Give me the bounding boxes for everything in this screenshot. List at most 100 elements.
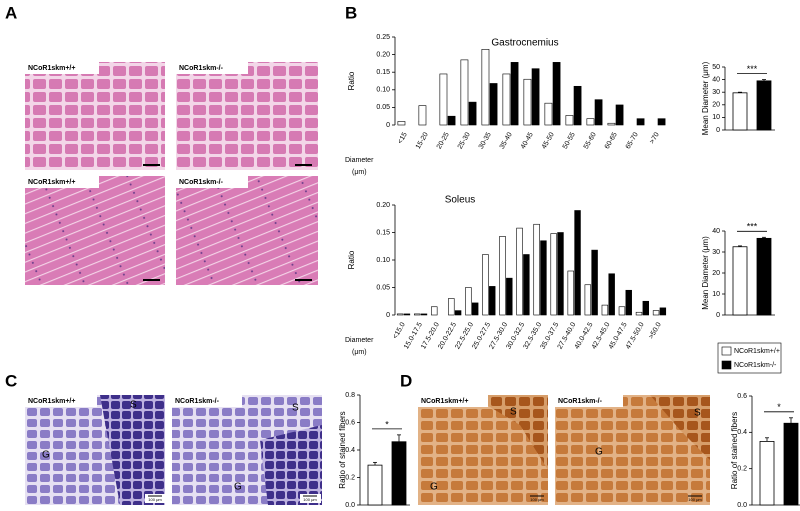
- x-tick-label: 65-70: [625, 131, 640, 150]
- chart-title: Gastrocnemius: [491, 38, 558, 49]
- bar: [418, 105, 427, 126]
- label-box: [25, 62, 99, 74]
- y-tick-label: 0.05: [376, 104, 390, 111]
- x-tick-label: 50-55: [562, 131, 577, 150]
- bar: [489, 83, 498, 126]
- region-marker: S: [510, 407, 517, 418]
- scale-label: 100 μm: [303, 497, 317, 502]
- micrograph-region: [100, 395, 165, 505]
- x-tick-label: 40-45: [520, 131, 535, 150]
- bar: [783, 422, 799, 506]
- scale-label: 100 μm: [530, 497, 544, 502]
- bar: [531, 68, 540, 126]
- x-tick-label: 55-60: [583, 131, 598, 150]
- region-marker: G: [42, 450, 50, 461]
- bar: [608, 273, 615, 316]
- bar: [642, 300, 650, 316]
- bar: [584, 284, 592, 316]
- micrograph-region: [260, 425, 322, 505]
- x-tick-label: <15: [397, 131, 409, 145]
- image-label: NCoR1skm+/+: [28, 179, 75, 186]
- bar: [396, 313, 404, 316]
- legend-label: NCoR1skm+/+: [734, 348, 780, 355]
- x-axis-label: (μm): [352, 169, 367, 176]
- bar: [756, 237, 772, 316]
- y-tick-label: 10: [712, 291, 720, 298]
- region-marker: G: [430, 482, 438, 493]
- bar: [403, 313, 411, 316]
- micrograph-region: [650, 395, 710, 460]
- y-tick-label: 0: [386, 312, 390, 319]
- bar: [431, 306, 438, 316]
- bar: [540, 240, 547, 316]
- x-tick-label: 15-20: [415, 131, 430, 150]
- image-label: NCoR1skm+/+: [28, 65, 75, 72]
- x-tick-label: >70: [649, 131, 661, 145]
- y-tick-label: 0.15: [376, 229, 390, 236]
- bar: [591, 249, 598, 316]
- y-tick-label: 0.15: [376, 69, 390, 76]
- y-tick-label: 0: [386, 122, 390, 129]
- bar: [544, 102, 553, 126]
- bar: [550, 233, 557, 316]
- y-tick-label: 0.2: [345, 474, 355, 481]
- region-marker: S: [694, 408, 701, 419]
- y-tick-label: 0.2: [737, 466, 747, 473]
- micrograph: [25, 176, 165, 285]
- y-axis-label: Mean Diameter (μm): [701, 236, 710, 310]
- bar: [557, 232, 564, 316]
- scale-box: [145, 494, 165, 503]
- bar: [481, 49, 490, 126]
- image-label: NCoR1skm+/+: [421, 398, 468, 405]
- y-tick-label: 40: [712, 76, 720, 83]
- bar: [413, 313, 421, 316]
- y-tick-label: 0.20: [376, 51, 390, 58]
- bar: [607, 122, 616, 126]
- bar: [732, 246, 748, 316]
- y-tick-label: 0.10: [376, 87, 390, 94]
- image-label: NCoR1skm-/-: [179, 65, 224, 72]
- y-tick-label: 0.05: [376, 284, 390, 291]
- bar: [574, 210, 581, 316]
- y-tick-label: 0.6: [737, 393, 747, 400]
- y-tick-label: 0: [716, 312, 720, 319]
- bar: [594, 99, 603, 126]
- bar: [465, 287, 472, 316]
- bar: [454, 310, 462, 316]
- y-tick-label: 20: [712, 270, 720, 277]
- bar: [482, 254, 489, 316]
- y-tick-label: 40: [712, 228, 720, 235]
- bar: [635, 311, 643, 316]
- bar: [573, 85, 582, 126]
- bar: [565, 115, 574, 126]
- chart-title: Soleus: [445, 195, 476, 206]
- legend-swatch: [721, 346, 732, 356]
- significance-label: *: [777, 402, 781, 412]
- bar: [636, 118, 645, 126]
- bar: [618, 306, 626, 316]
- image-label: NCoR1skm-/-: [175, 398, 220, 405]
- micrograph-region: [470, 395, 548, 470]
- legend-swatch: [721, 360, 732, 370]
- bar: [659, 307, 667, 316]
- y-axis-label: Ratio of stained fibers: [338, 411, 347, 488]
- bar: [502, 73, 511, 126]
- y-tick-label: 0.4: [345, 447, 355, 454]
- region-marker: G: [595, 447, 603, 458]
- bar: [471, 302, 479, 316]
- panel-label: C: [5, 371, 17, 390]
- significance-label: ***: [747, 64, 758, 74]
- panel-label: A: [5, 3, 17, 22]
- micrograph: [176, 62, 318, 170]
- bar: [523, 254, 530, 316]
- bar: [448, 298, 455, 316]
- bar: [468, 101, 477, 126]
- scale-box: [300, 494, 321, 503]
- bar: [499, 236, 506, 316]
- label-box: [25, 395, 97, 407]
- x-tick-label: 30-35: [478, 131, 493, 150]
- y-axis-label: Ratio: [347, 250, 356, 269]
- panel-label: B: [345, 3, 357, 22]
- y-axis-label: Ratio of stained fibers: [730, 412, 739, 489]
